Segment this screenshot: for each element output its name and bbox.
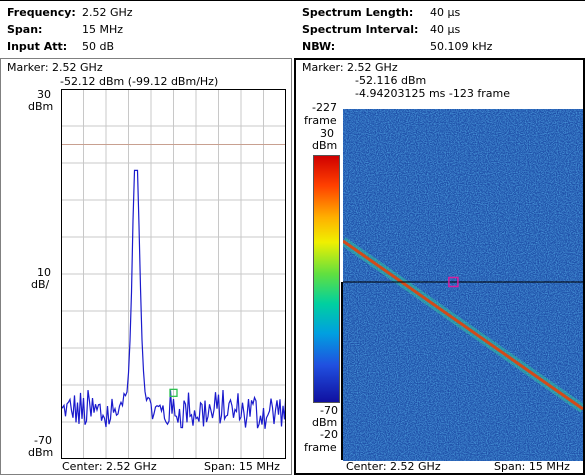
spectrum-marker[interactable] [169,388,178,397]
scale-unit: dB/ [31,278,50,291]
spectrum-frame [61,89,286,459]
spectrogram-noise [343,109,583,461]
spectrum-grid [61,89,286,459]
spectrogram-diagonal [343,239,583,411]
spectrum-length-value: 40 µs [430,6,461,19]
input-att-label: Input Att: [7,40,68,53]
spectrogram-marker-time: -4.94203125 ms -123 frame [355,87,510,100]
spectrum-center: Center: 2.52 GHz [62,460,157,473]
spectrum-trace [61,169,286,429]
frequency-value: 2.52 GHz [82,6,133,19]
spectrum-interval-label: Spectrum Interval: [302,23,419,36]
ref-level-unit: dBm [28,100,54,113]
ref-level-value: 30 [37,88,51,101]
colorbar [313,155,340,403]
colorbar-top-value: 30 [320,127,334,140]
spectrogram-span: Span: 15 MHz [494,460,570,473]
spectrogram-plot[interactable] [343,109,583,461]
spectrogram-marker-level: -52.116 dBm [355,74,427,87]
span-value: 15 MHz [82,23,124,36]
spectrogram-center: Center: 2.52 GHz [346,460,441,473]
scale-value: 10 [37,266,51,279]
nbw-value: 50.109 kHz [430,40,493,53]
input-att-value: 50 dB [82,40,115,53]
spectrum-marker-freq: Marker: 2.52 GHz [7,61,103,74]
spectrum-span: Span: 15 MHz [204,460,280,473]
nbw-label: NBW: [302,40,336,53]
colorbar-top-unit: dBm [312,139,338,152]
top-frame-value: -227 [312,101,337,114]
top-border [0,0,585,1]
colorbar-bottom-unit: dBm [312,416,338,429]
spectrogram-marker-freq: Marker: 2.52 GHz [302,61,398,74]
colorbar-bottom-value: -70 [320,404,338,417]
bottom-level-value: -70 [34,434,52,447]
frequency-label: Frequency: [7,6,76,19]
spectrum-plot[interactable] [61,89,286,459]
spectrogram-left-bar [341,282,343,460]
span-label: Span: [7,23,43,36]
spectrum-length-label: Spectrum Length: [302,6,414,19]
top-frame-unit: frame [304,114,337,127]
spectrogram-marker[interactable] [448,276,459,288]
bottom-frame-unit: frame [304,441,337,454]
bottom-level-unit: dBm [28,446,54,459]
spectrum-marker-level: -52.12 dBm (-99.12 dBm/Hz) [60,75,219,88]
bottom-frame-value: -20 [320,428,338,441]
spectrogram-panel[interactable] [294,58,585,475]
spectrum-interval-value: 40 µs [430,23,461,36]
